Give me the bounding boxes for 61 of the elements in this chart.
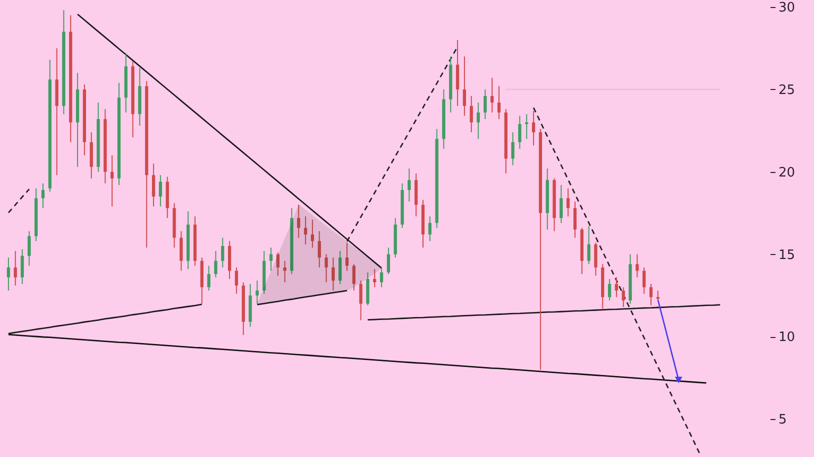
candlestick	[428, 216, 432, 242]
candlestick	[269, 247, 273, 272]
candlestick	[180, 230, 183, 272]
candlestick	[532, 110, 536, 146]
candlestick	[20, 248, 24, 284]
candlestick	[484, 88, 487, 120]
candlestick	[511, 132, 514, 166]
candlestick	[614, 276, 618, 298]
candlestick	[28, 230, 31, 266]
candlestick	[338, 250, 342, 284]
candlestick	[207, 265, 210, 292]
candlestick	[276, 252, 280, 276]
candlestick	[158, 174, 162, 207]
candlestick	[386, 247, 390, 275]
candlestick	[594, 242, 598, 276]
candlestick	[214, 250, 218, 278]
candlestick	[352, 264, 356, 292]
y-tick-label: 5	[778, 412, 787, 428]
candlestick	[608, 278, 612, 301]
candlestick	[110, 154, 114, 207]
candlestick	[380, 266, 384, 288]
candlestick	[470, 96, 473, 133]
candlestick	[332, 257, 335, 292]
candlestick	[359, 280, 362, 321]
candlestick	[408, 168, 411, 202]
candlestick	[560, 184, 563, 224]
candlestick	[636, 254, 639, 278]
candlestick	[345, 242, 349, 272]
candlestick	[304, 216, 308, 245]
candlestick	[310, 219, 314, 248]
candlestick	[497, 86, 501, 120]
candlestick	[152, 163, 156, 207]
candlestick	[318, 230, 321, 268]
line-series	[8, 188, 30, 214]
y-tick-label: 15	[778, 248, 796, 263]
line-series	[256, 290, 348, 306]
candlestick	[490, 77, 494, 113]
y-tick-label: 10	[778, 330, 796, 346]
candlestick	[642, 266, 646, 294]
candlestick	[462, 56, 466, 116]
candlestick	[518, 115, 522, 150]
candlestick	[656, 290, 660, 301]
candlestick	[622, 286, 625, 308]
candlestick	[476, 102, 480, 140]
candlestick	[573, 201, 577, 238]
candlestick	[221, 237, 224, 268]
candlestick	[566, 188, 570, 217]
candlestick	[373, 268, 376, 288]
candlestick	[6, 257, 10, 292]
candlestick	[649, 283, 653, 306]
candlestick	[297, 204, 300, 238]
candlestick	[256, 280, 259, 304]
candlestick	[41, 182, 45, 209]
candlestick	[14, 250, 17, 286]
y-tick-label: 20	[778, 165, 796, 180]
candlestick	[283, 260, 286, 283]
y-tick-label: 25	[778, 82, 796, 98]
candlestick	[324, 254, 328, 283]
candlestick	[234, 266, 238, 294]
y-tick-label: 30	[778, 0, 796, 16]
candlestick	[587, 226, 590, 265]
